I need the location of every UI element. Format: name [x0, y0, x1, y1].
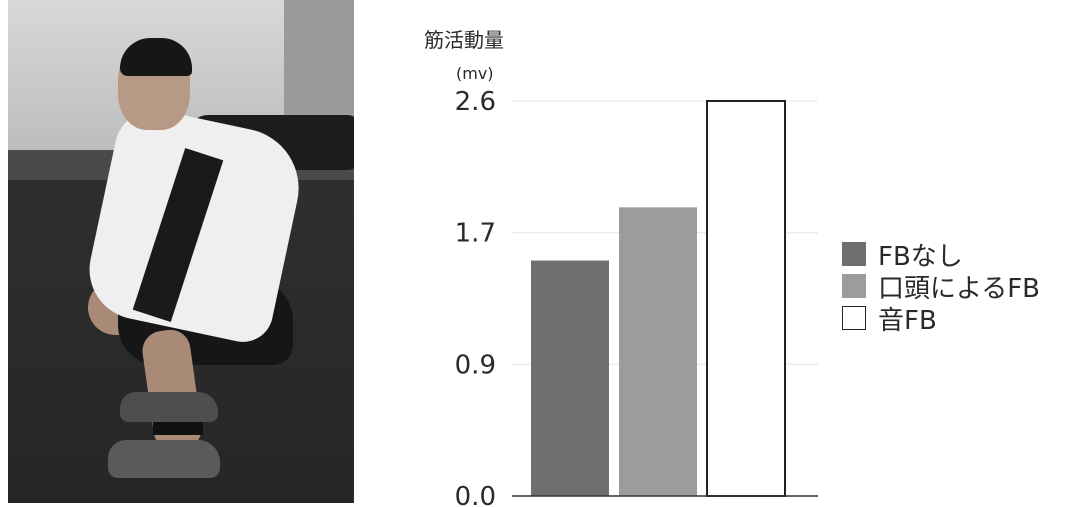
- legend-swatch: [842, 242, 866, 266]
- y-tick-label: 1.7: [455, 219, 496, 249]
- legend-swatch: [842, 306, 866, 330]
- y-axis-unit: (mv): [456, 64, 494, 83]
- y-axis-title: 筋活動量: [424, 28, 504, 52]
- legend-item-no-fb: FBなし: [842, 238, 1040, 272]
- bar-1: [619, 207, 697, 496]
- photo-shoe-back: [120, 392, 218, 422]
- bar-0: [531, 260, 609, 496]
- legend-label: FBなし: [878, 241, 963, 272]
- chart-legend: FBなし 口頭によるFB 音FB: [842, 238, 1041, 336]
- legend-label: 口頭によるFB: [878, 273, 1041, 304]
- legend-item-verbal-fb: 口頭によるFB: [842, 270, 1041, 304]
- bar-2: [706, 100, 786, 497]
- y-tick-label: 0.9: [455, 350, 496, 380]
- photo-shoe-front: [108, 440, 220, 478]
- legend-label: 音FB: [878, 305, 937, 336]
- legend-item-sound-fb: 音FB: [842, 302, 1040, 336]
- y-tick-label: 0.0: [455, 482, 496, 507]
- legend-swatch: [842, 274, 866, 298]
- squat-photo: [8, 0, 354, 503]
- photo-hair: [120, 38, 192, 76]
- y-tick-label: 2.6: [455, 87, 496, 117]
